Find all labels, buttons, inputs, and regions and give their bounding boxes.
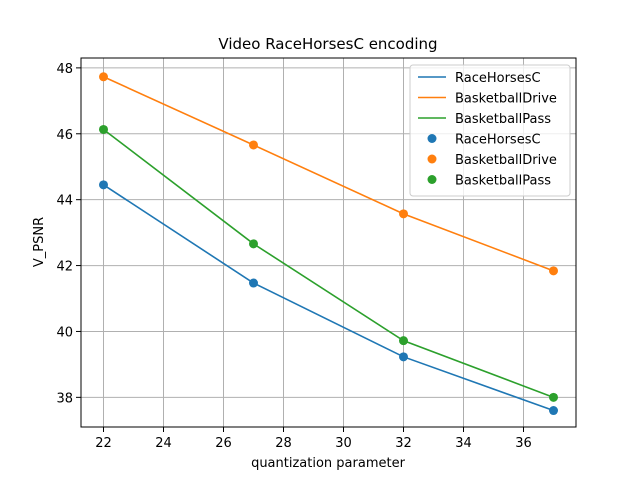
series-line-basketballpass: [103, 128, 554, 399]
legend-label: RaceHorsesC: [455, 133, 541, 148]
y-tick-label: 48: [56, 62, 73, 77]
data-point-basketballdrive: [549, 266, 558, 276]
data-point-racehorsesc: [549, 406, 558, 416]
legend-dot-swatch: [427, 175, 437, 184]
x-tick-label: 34: [455, 436, 472, 451]
y-axis: 38 40 42 44 46 48: [56, 62, 81, 406]
data-point-racehorsesc: [249, 278, 258, 288]
data-point-basketballpass: [399, 336, 408, 346]
series-line-racehorsesc: [103, 184, 554, 412]
data-point-basketballpass: [99, 124, 108, 134]
legend-label: BasketballPass: [455, 174, 551, 189]
x-tick-label: 32: [395, 436, 412, 451]
series-lines: [103, 76, 554, 412]
series-points: [99, 72, 558, 416]
data-point-basketballdrive: [399, 209, 408, 219]
y-tick-label: 42: [56, 260, 73, 275]
series-line-basketballdrive: [103, 76, 554, 272]
x-tick-label: 36: [515, 436, 532, 451]
x-tick-label: 28: [275, 436, 292, 451]
y-tick-label: 38: [56, 391, 73, 406]
legend: RaceHorsesC BasketballDrive BasketballPass…: [409, 64, 571, 197]
data-point-basketballdrive: [99, 72, 108, 82]
data-point-racehorsesc: [99, 180, 108, 190]
y-tick-label: 40: [56, 325, 73, 340]
plot-frame: [80, 57, 577, 428]
y-axis-label: V_PSNR: [32, 217, 47, 267]
y-tick-label: 44: [56, 194, 73, 209]
x-tick-label: 26: [215, 436, 232, 451]
legend-dot-swatch: [427, 134, 437, 143]
x-tick-label: 22: [95, 436, 112, 451]
legend-dot-swatch: [427, 154, 437, 164]
data-point-racehorsesc: [399, 352, 408, 362]
legend-box: [409, 64, 571, 197]
y-tick-label: 46: [56, 128, 73, 143]
legend-label: BasketballPass: [455, 112, 551, 127]
x-tick-label: 24: [155, 436, 172, 451]
x-axis: 22 24 26 28 30 32 34 36: [95, 427, 532, 451]
x-axis-label: quantization parameter: [251, 456, 406, 471]
legend-label: BasketballDrive: [455, 92, 557, 107]
data-point-basketballdrive: [249, 140, 258, 150]
chart-title: Video RaceHorsesC encoding: [218, 35, 437, 53]
data-point-basketballpass: [249, 239, 258, 249]
data-point-basketballpass: [549, 392, 558, 402]
legend-label: BasketballDrive: [455, 153, 557, 168]
legend-label: RaceHorsesC: [455, 71, 541, 86]
x-tick-label: 30: [335, 436, 352, 451]
